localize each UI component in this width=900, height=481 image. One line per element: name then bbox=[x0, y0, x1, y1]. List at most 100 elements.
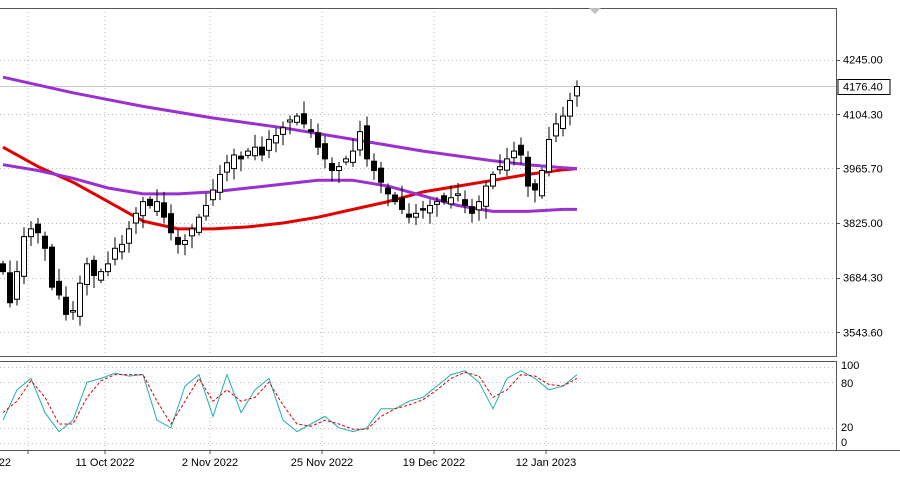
candle-body-up bbox=[336, 166, 342, 172]
candle-body-down bbox=[469, 206, 475, 214]
moving-average-line bbox=[2, 145, 578, 231]
oscillator bbox=[2, 370, 578, 433]
candle-body-up bbox=[294, 115, 300, 123]
candle-body-down bbox=[91, 259, 97, 277]
x-tick-label: 12 Jan 2023 bbox=[516, 457, 577, 469]
candle-body-up bbox=[98, 271, 104, 281]
candle-body-up bbox=[252, 146, 258, 157]
candle bbox=[70, 301, 76, 320]
y-tick-label: 3684.30 bbox=[843, 273, 883, 285]
candle bbox=[133, 207, 139, 234]
candle bbox=[7, 260, 13, 308]
candle bbox=[350, 138, 356, 168]
candle bbox=[245, 147, 251, 159]
candle-body-up bbox=[504, 158, 510, 171]
candle bbox=[210, 179, 216, 206]
candle-body-down bbox=[301, 113, 307, 125]
candle bbox=[28, 221, 34, 246]
candle-body-up bbox=[490, 173, 496, 187]
candle-body-up bbox=[350, 150, 356, 163]
candle-body-up bbox=[126, 228, 132, 244]
current-price-box bbox=[837, 79, 891, 95]
candle bbox=[189, 224, 195, 249]
y-tick-label: 4104.30 bbox=[843, 109, 883, 121]
candle bbox=[14, 260, 20, 306]
y-tick-label: 3825.00 bbox=[843, 218, 883, 230]
candle bbox=[140, 196, 146, 229]
candle-body-up bbox=[196, 216, 202, 233]
candle-body-up bbox=[560, 115, 566, 130]
candle-body-up bbox=[273, 135, 279, 144]
candle-body-down bbox=[0, 263, 6, 273]
candle-body-down bbox=[7, 272, 13, 304]
candle-body-down bbox=[322, 143, 328, 160]
candle bbox=[518, 137, 524, 165]
candle bbox=[497, 154, 503, 175]
candle bbox=[322, 135, 328, 169]
candle-body-down bbox=[329, 163, 335, 172]
oscillator-tick-label: 100 bbox=[841, 360, 859, 372]
candle-body-down bbox=[378, 167, 384, 183]
candle bbox=[399, 185, 405, 215]
candle bbox=[42, 231, 48, 261]
candle bbox=[455, 182, 461, 202]
candle-body-up bbox=[287, 119, 293, 123]
candle-body-up bbox=[189, 228, 195, 237]
x-tick-label: 11 Oct 2022 bbox=[75, 457, 134, 469]
grid bbox=[0, 8, 836, 450]
oscillator-signal-line bbox=[2, 371, 578, 430]
candle-body-up bbox=[231, 154, 237, 170]
candles bbox=[0, 80, 580, 326]
candle bbox=[574, 80, 580, 107]
candle bbox=[217, 165, 223, 201]
oscillator-tick-label: 0 bbox=[841, 437, 847, 449]
x-tick-label: 2 Nov 2022 bbox=[182, 457, 238, 469]
candle bbox=[385, 183, 391, 207]
candle-body-down bbox=[441, 195, 447, 203]
candle-body-up bbox=[119, 243, 125, 253]
candle-body-up bbox=[511, 150, 517, 159]
candle bbox=[168, 204, 174, 241]
axes: 4245.00 4104.30 3965.70 3825.00 3684.30 3543.… bbox=[0, 55, 891, 469]
candle-body-down bbox=[399, 197, 405, 210]
candle-body-up bbox=[182, 240, 188, 245]
candle-body-up bbox=[77, 282, 83, 317]
candle bbox=[301, 101, 307, 129]
candle-body-down bbox=[63, 296, 69, 315]
candle bbox=[259, 136, 265, 162]
candle bbox=[483, 181, 489, 219]
candle-body-down bbox=[238, 155, 244, 160]
candle bbox=[182, 234, 188, 256]
candle-body-up bbox=[497, 166, 503, 171]
candle bbox=[448, 185, 454, 209]
candle-body-up bbox=[455, 193, 461, 196]
candle-body-down bbox=[462, 199, 468, 207]
panel-frames bbox=[0, 8, 900, 451]
candle-body-down bbox=[406, 213, 412, 218]
candle bbox=[287, 115, 293, 135]
candle-body-up bbox=[21, 236, 27, 277]
candle bbox=[266, 130, 272, 159]
candle-body-up bbox=[140, 201, 146, 217]
candle bbox=[441, 192, 447, 205]
candle bbox=[560, 106, 566, 137]
candle bbox=[364, 116, 370, 167]
candle-body-down bbox=[371, 160, 377, 172]
oscillator-tick-label: 20 bbox=[841, 422, 853, 434]
candle bbox=[378, 161, 384, 194]
candle-body-up bbox=[154, 201, 160, 212]
candle-body-down bbox=[315, 132, 321, 148]
candle-body-up bbox=[483, 185, 489, 207]
candle-body-down bbox=[518, 144, 524, 156]
candle-body-up bbox=[112, 247, 118, 260]
candle-body-up bbox=[105, 263, 111, 273]
candle-body-up bbox=[70, 310, 76, 313]
candle bbox=[112, 237, 118, 266]
candle bbox=[119, 235, 125, 260]
candle bbox=[252, 134, 258, 161]
shift-marker-icon bbox=[589, 8, 601, 14]
candle bbox=[63, 286, 69, 321]
candle-body-up bbox=[546, 138, 552, 173]
candle bbox=[175, 229, 181, 254]
